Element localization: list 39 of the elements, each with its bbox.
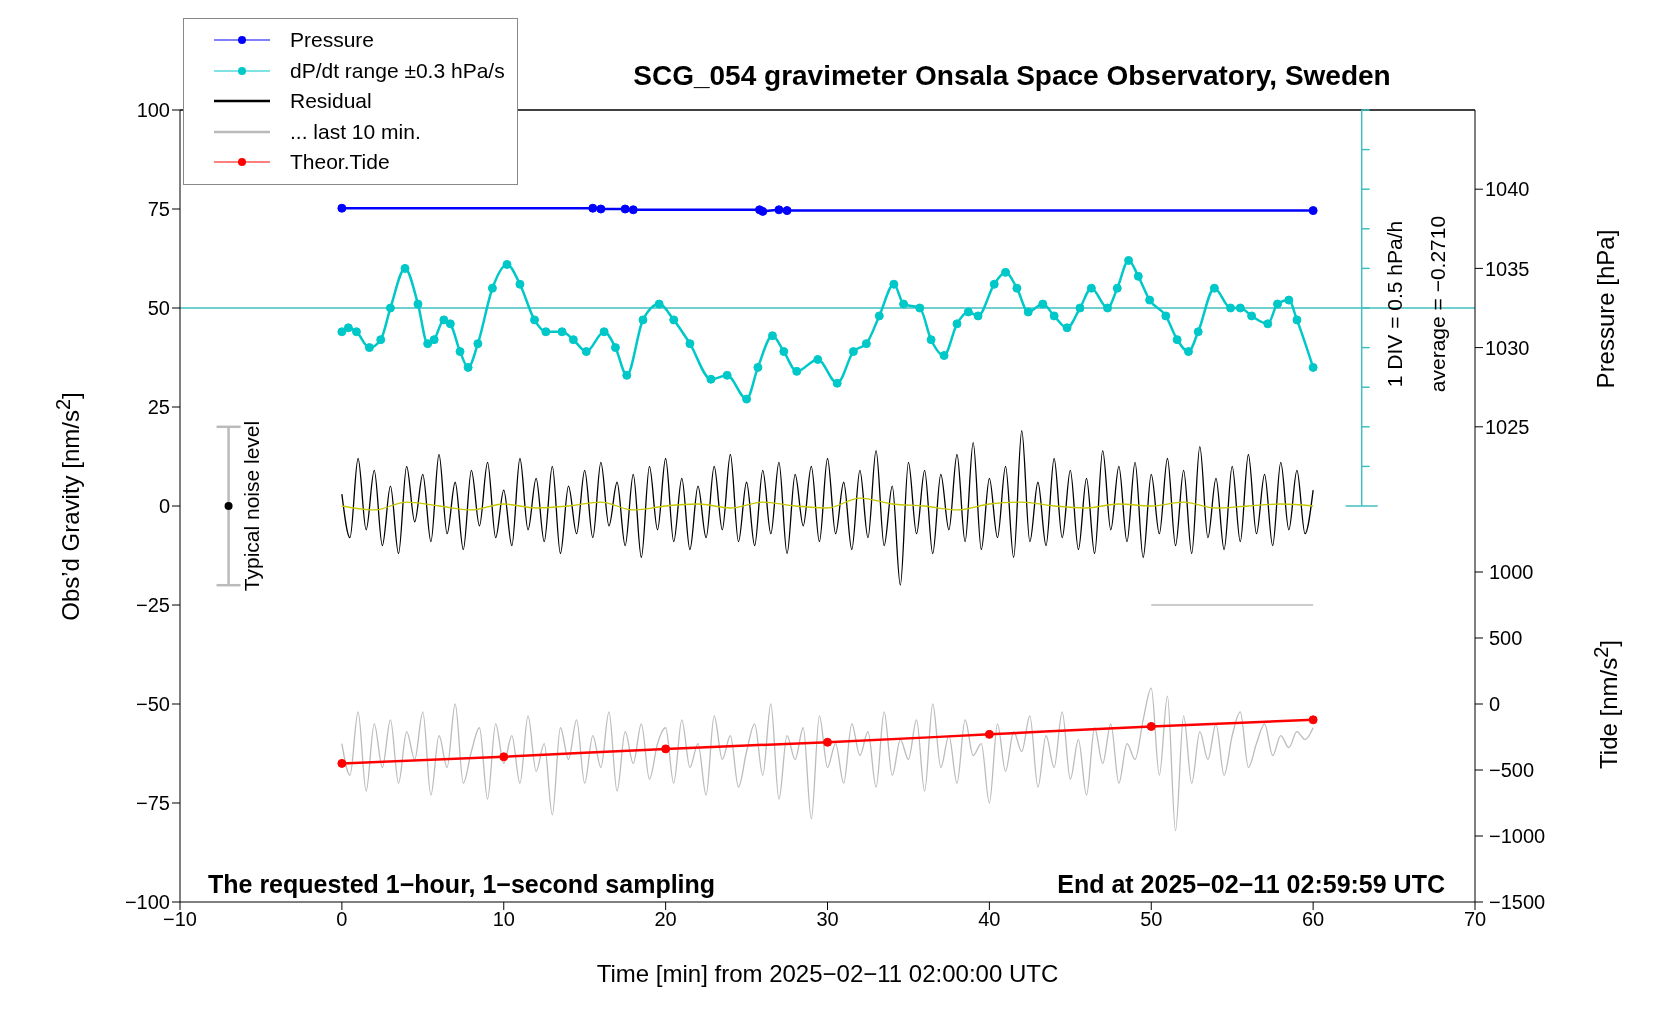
y-tick-label: −50 bbox=[136, 693, 170, 716]
y2-tick-label: 1030 bbox=[1485, 336, 1530, 359]
y3-tick-label: 500 bbox=[1489, 627, 1523, 649]
y2-tick-label: 1035 bbox=[1485, 257, 1530, 280]
x-tick-label: 30 bbox=[816, 908, 839, 931]
y3-tick-label: −500 bbox=[1489, 759, 1535, 781]
y-tick-label: −25 bbox=[136, 594, 170, 617]
y2-tick-label: 1040 bbox=[1485, 178, 1530, 201]
legend-label: Theor.Tide bbox=[290, 150, 390, 175]
x-tick-label: 70 bbox=[1463, 908, 1487, 931]
annotation: average = −0.2710 bbox=[1426, 214, 1450, 395]
annotation: Typical noise level bbox=[240, 419, 264, 594]
y-tick-label: 100 bbox=[136, 99, 170, 122]
y3-tick-label: 1000 bbox=[1489, 561, 1534, 583]
x-tick-label: 10 bbox=[492, 908, 515, 931]
y-tick-label: −75 bbox=[136, 792, 170, 815]
legend-label: Pressure bbox=[290, 28, 375, 53]
y-tick-label: 75 bbox=[147, 198, 170, 221]
chart-title: SCG_054 gravimeter Onsala Space Observatory, Sweden bbox=[632, 60, 1392, 92]
y-tick-label: 25 bbox=[147, 396, 170, 419]
legend-label: ... last 10 min. bbox=[290, 119, 421, 144]
annotation: 1 DIV = 0.5 hPa/h bbox=[1383, 219, 1407, 390]
x-tick-label: 50 bbox=[1140, 908, 1163, 931]
legend-label: dP/dt range ±0.3 hPa/s bbox=[290, 58, 505, 83]
x-tick-label: 40 bbox=[978, 908, 1001, 931]
x-tick-label: 20 bbox=[654, 908, 677, 931]
x-axis-title: Time [min] from 2025−02−11 02:00:00 UTC bbox=[595, 960, 1060, 988]
annotation: End at 2025−02−11 02:59:59 UTC bbox=[1057, 870, 1445, 899]
x-tick-label: 60 bbox=[1302, 908, 1325, 931]
y3-tick-label: −1500 bbox=[1489, 891, 1546, 913]
y-tick-label: 50 bbox=[147, 297, 170, 320]
y-tick-label: 0 bbox=[158, 495, 170, 518]
x-tick-label: 0 bbox=[336, 908, 348, 931]
y3-tick-label: −1000 bbox=[1489, 825, 1546, 847]
legend-label: Residual bbox=[290, 89, 372, 114]
y3-tick-label: 0 bbox=[1489, 693, 1501, 715]
annotation: The requested 1−hour, 1−second sampling bbox=[208, 870, 716, 899]
y2-axis-title: Pressure [hPa] bbox=[1592, 228, 1620, 391]
y2-tick-label: 1025 bbox=[1485, 415, 1530, 438]
